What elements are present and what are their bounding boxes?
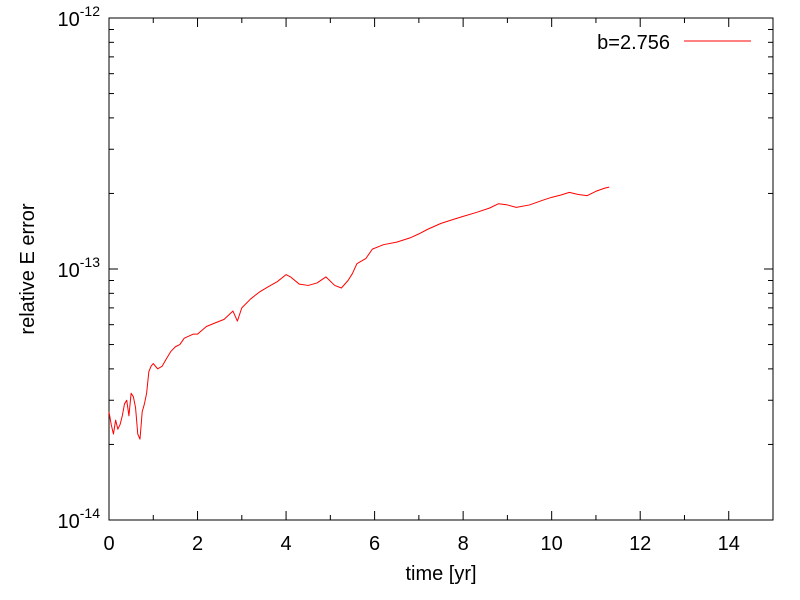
y-tick-base: 10: [58, 511, 80, 533]
series-line: [108, 186, 610, 440]
series-layer: [108, 186, 610, 440]
x-tick-label: 12: [629, 533, 651, 555]
x-tick-label: 10: [541, 533, 563, 555]
y-axis-label: relative E error: [17, 203, 39, 334]
x-tick-label: 4: [281, 533, 292, 555]
ticks: [108, 17, 773, 521]
y-tick-label: 10-13: [58, 254, 101, 282]
x-axis-label: time [yr]: [405, 563, 476, 585]
x-tick-label: 0: [103, 533, 114, 555]
x-tick-label: 14: [718, 533, 740, 555]
x-tick-label: 8: [458, 533, 469, 555]
y-tick-label: 10-14: [58, 505, 101, 533]
y-tick-base: 10: [58, 260, 80, 282]
legend: b=2.756: [597, 32, 751, 54]
y-tick-label: 10-12: [58, 3, 101, 31]
plot-frame: [108, 17, 774, 521]
x-tick-label: 2: [192, 533, 203, 555]
y-tick-exponent: -12: [80, 3, 100, 19]
x-tick-labels: 0 2 4 6 8 10 12 14: [103, 533, 739, 555]
y-tick-base: 10: [58, 9, 80, 31]
y-tick-exponent: -13: [80, 254, 100, 270]
x-tick-label: 6: [369, 533, 380, 555]
y-tick-exponent: -14: [80, 505, 100, 521]
legend-label: b=2.756: [597, 32, 670, 54]
